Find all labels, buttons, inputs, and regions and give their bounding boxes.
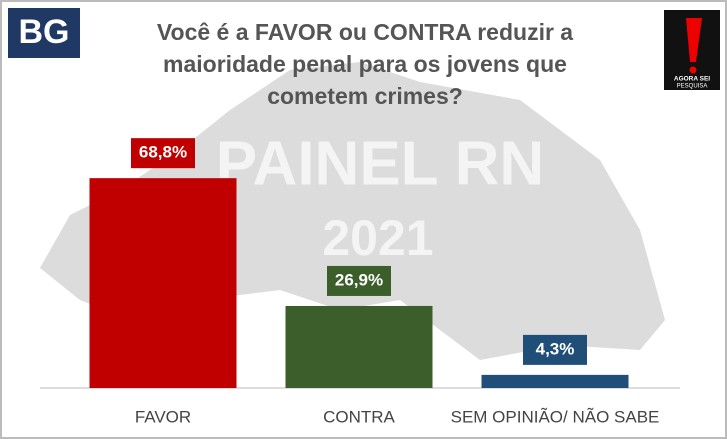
x-tick-label: FAVOR (135, 407, 191, 426)
bar (89, 178, 237, 388)
logo: BG (19, 13, 70, 51)
watermark: PAINEL RN (216, 129, 544, 198)
watermark: 2021 (322, 210, 433, 266)
brand-name: AGORA SEI (674, 76, 710, 83)
value-label-box (131, 138, 195, 169)
chart-title: Você é a FAVOR ou CONTRA reduzir a maior… (156, 19, 574, 109)
value-label: 26,9% (335, 270, 383, 289)
brand-mark (686, 18, 702, 62)
logo-box (8, 8, 80, 58)
bar (285, 305, 433, 388)
brand-dot (689, 66, 697, 74)
value-label: 4,3% (536, 339, 575, 358)
value-label-box (523, 334, 587, 365)
brand-tagline: PESQUISA (677, 84, 708, 90)
value-label-box (327, 265, 391, 296)
bar (481, 374, 629, 388)
x-tick-label: CONTRA (323, 407, 395, 426)
value-label: 68,8% (139, 143, 187, 162)
x-tick-label: SEM OPINIÃO/ NÃO SABE (451, 407, 660, 426)
